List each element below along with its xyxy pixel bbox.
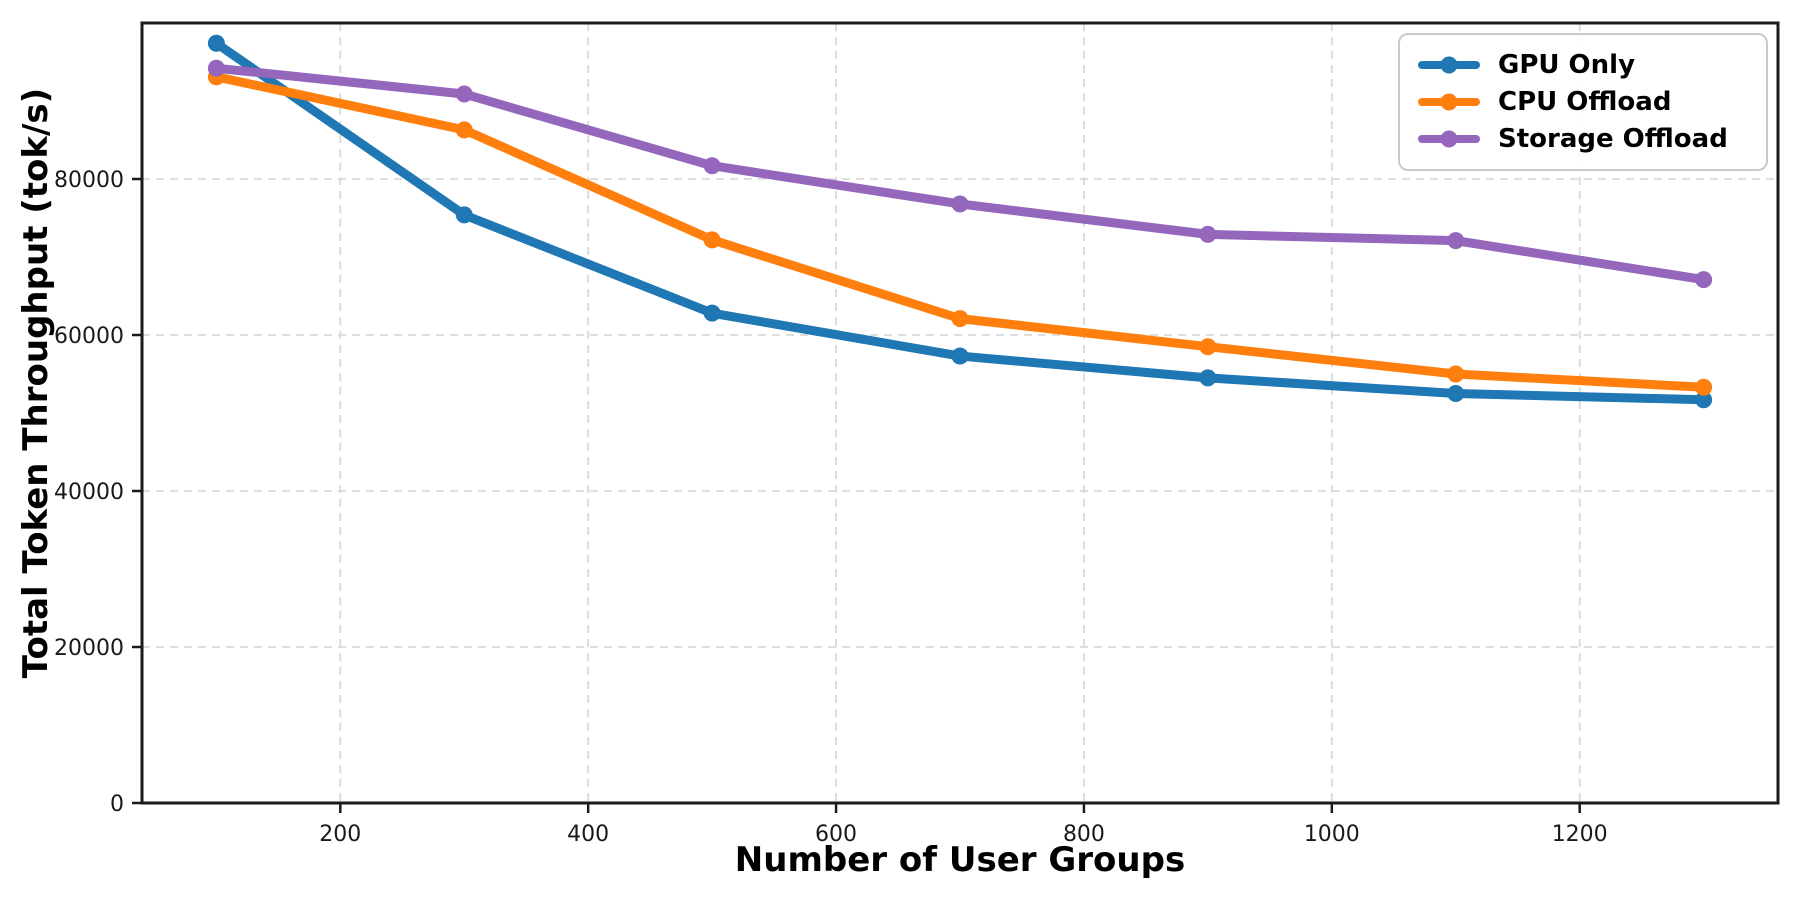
data-point	[951, 347, 969, 365]
legend-item-gpu-only: GPU Only	[1418, 47, 1748, 83]
axes-frame	[140, 21, 1780, 805]
data-point	[1447, 232, 1465, 250]
data-point	[1447, 385, 1465, 402]
x-tick-label: 1200	[1552, 822, 1608, 847]
data-point	[951, 310, 969, 328]
x-tick-label: 400	[567, 822, 609, 847]
legend-line-marker-icon	[1418, 56, 1480, 74]
data-point	[703, 231, 721, 249]
data-point	[455, 121, 473, 139]
y-tick-label: 40000	[54, 480, 124, 505]
legend: GPU Only CPU Offload Storage Offload	[1398, 33, 1768, 171]
data-point	[455, 206, 473, 224]
x-tick-label: 600	[815, 822, 857, 847]
legend-label: Storage Offload	[1498, 124, 1728, 154]
y-tick-label: 0	[110, 792, 124, 817]
data-point	[1695, 378, 1713, 396]
data-point	[1199, 338, 1217, 356]
data-point	[1199, 225, 1217, 243]
x-tick-label: 1000	[1304, 822, 1360, 847]
data-point	[455, 85, 473, 103]
legend-item-cpu-offload: CPU Offload	[1418, 84, 1748, 120]
x-tick-label: 800	[1063, 822, 1105, 847]
data-point	[1695, 271, 1713, 289]
y-axis-label: Total Token Throughput (tok/s)	[16, 87, 56, 679]
data-point	[703, 304, 721, 322]
data-point	[703, 157, 721, 175]
x-tick-label: 200	[319, 822, 361, 847]
data-point	[951, 195, 969, 213]
data-point	[1447, 365, 1465, 383]
data-point	[207, 34, 225, 52]
data-point	[1199, 369, 1217, 387]
legend-item-storage-offload: Storage Offload	[1418, 121, 1748, 157]
data-point	[1695, 391, 1713, 409]
legend-line-marker-icon	[1418, 130, 1480, 148]
data-point	[207, 59, 225, 77]
y-tick-label: 80000	[54, 168, 124, 193]
legend-line-marker-icon	[1418, 93, 1480, 111]
y-tick-label: 20000	[54, 636, 124, 661]
y-tick-label: 60000	[54, 324, 124, 349]
legend-label: CPU Offload	[1498, 87, 1672, 117]
legend-label: GPU Only	[1498, 50, 1636, 80]
x-axis-label: Number of User Groups	[734, 840, 1186, 880]
